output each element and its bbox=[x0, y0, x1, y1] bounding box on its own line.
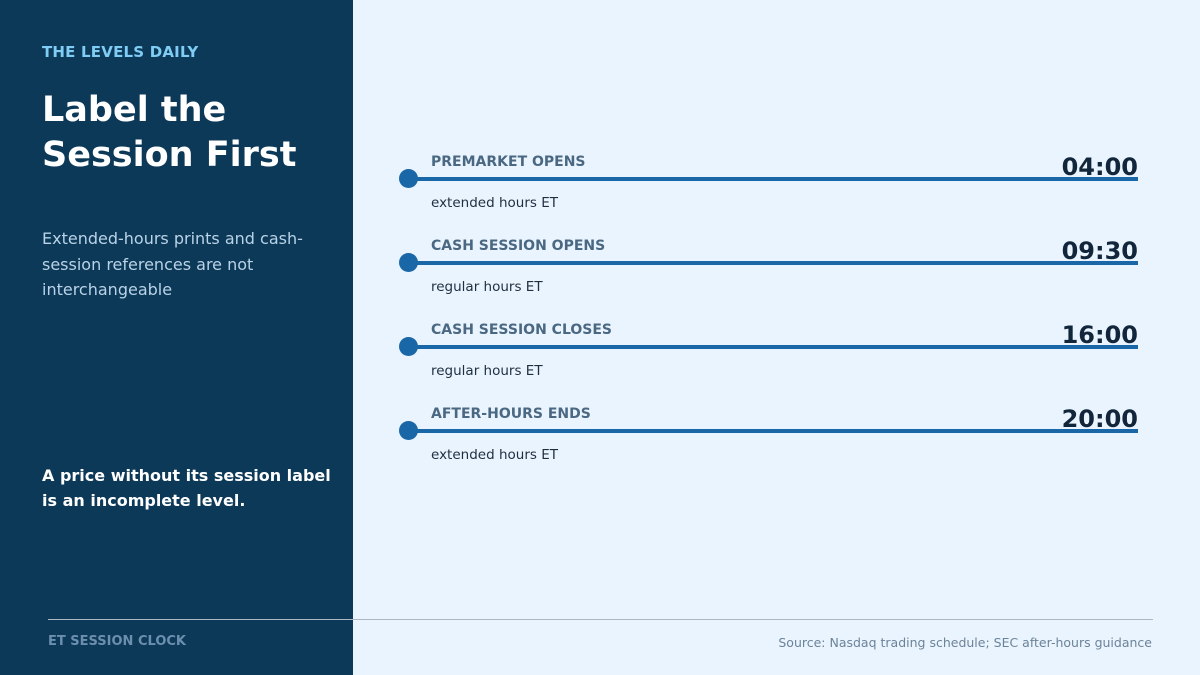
key-takeaway: A price without its session label is an … bbox=[42, 466, 331, 510]
timeline-bar bbox=[408, 261, 1138, 265]
timeline-dot-icon bbox=[399, 169, 418, 188]
event-label: PREMARKET OPENS bbox=[431, 154, 586, 170]
event-time: 09:30 bbox=[1061, 237, 1138, 265]
timeline-bar bbox=[408, 429, 1138, 433]
event-subtitle: regular hours ET bbox=[431, 279, 543, 295]
page-description: Extended-hours prints and cash-session r… bbox=[42, 229, 303, 299]
timeline-dot-icon bbox=[399, 421, 418, 440]
sidebar: THE LEVELS DAILY Label the Session First… bbox=[0, 0, 353, 675]
event-subtitle: extended hours ET bbox=[431, 195, 558, 211]
event-subtitle: extended hours ET bbox=[431, 447, 558, 463]
session-timeline: PREMARKET OPENS 04:00 extended hours ET … bbox=[398, 150, 1138, 486]
event-time: 04:00 bbox=[1061, 153, 1138, 181]
timeline-event: PREMARKET OPENS 04:00 extended hours ET bbox=[398, 150, 1138, 234]
timeline-dot-icon bbox=[399, 337, 418, 356]
brand-name: THE LEVELS DAILY bbox=[42, 43, 199, 61]
source-note: Source: Nasdaq trading schedule; SEC aft… bbox=[778, 635, 1152, 650]
timeline-event: CASH SESSION OPENS 09:30 regular hours E… bbox=[398, 234, 1138, 318]
timeline-event: CASH SESSION CLOSES 16:00 regular hours … bbox=[398, 318, 1138, 402]
footer-divider bbox=[48, 619, 1153, 620]
timeline-event: AFTER-HOURS ENDS 20:00 extended hours ET bbox=[398, 402, 1138, 486]
timeline-dot-icon bbox=[399, 253, 418, 272]
event-label: CASH SESSION OPENS bbox=[431, 238, 606, 254]
event-time: 16:00 bbox=[1061, 321, 1138, 349]
footer-label: ET SESSION CLOCK bbox=[48, 634, 186, 649]
event-time: 20:00 bbox=[1061, 405, 1138, 433]
event-label: CASH SESSION CLOSES bbox=[431, 322, 612, 338]
timeline-bar bbox=[408, 177, 1138, 181]
timeline-bar bbox=[408, 345, 1138, 349]
page-title: Label the Session First bbox=[42, 90, 297, 175]
event-label: AFTER-HOURS ENDS bbox=[431, 406, 591, 422]
event-subtitle: regular hours ET bbox=[431, 363, 543, 379]
